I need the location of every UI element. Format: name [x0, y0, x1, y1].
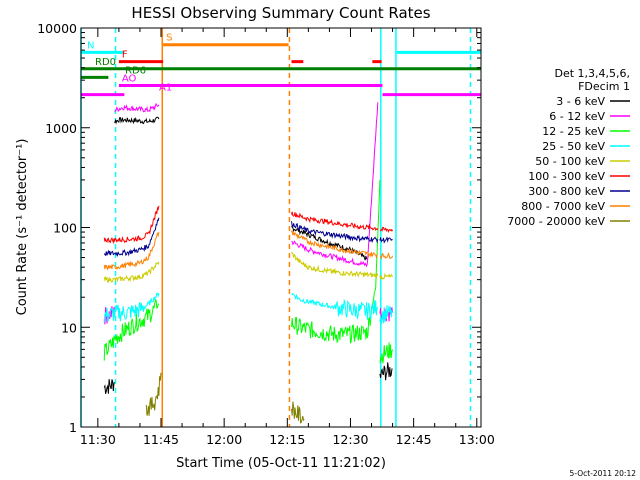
series-group — [103, 102, 394, 424]
series-100-300-kev — [103, 205, 394, 245]
series-line-300-800-kev — [103, 217, 160, 258]
x-tick-label: 13:00 — [459, 432, 495, 447]
x-tick-label: 12:15 — [269, 432, 305, 447]
series-300-800-kev — [103, 217, 393, 258]
x-tick-label: 11:45 — [143, 432, 179, 447]
state-bar-label-rd6: RD6 — [125, 65, 146, 76]
x-axis-label: Start Time (05-Oct-11 11:21:02) — [176, 456, 386, 471]
legend-label-12-25-kev: 12 - 25 keV — [542, 125, 605, 138]
axes-group: 11:30 11:45 12:00 12:15 12:30 12:45 13:00 1 10 10… — [37, 21, 495, 447]
x-tick-label: 11:30 — [80, 432, 116, 447]
series-line-12-25-kev — [379, 342, 394, 364]
legend-label-800-7000-kev: 800 - 7000 keV — [521, 200, 605, 213]
series-line-800-7000-kev — [291, 230, 378, 260]
chart-title: HESSI Observing Summary Count Rates — [131, 4, 430, 22]
legend-label-300-800-kev: 300 - 800 keV — [528, 185, 605, 198]
series-800-7000-kev — [103, 230, 394, 271]
series-25-50-kev — [103, 292, 394, 325]
series-line-3-6-kev — [379, 362, 393, 381]
series-line-800-7000-kev — [103, 231, 160, 271]
series-line-7000-20000-kev — [291, 401, 305, 424]
y-tick-label: 100 — [53, 221, 77, 236]
y-tick-label: 10000 — [37, 21, 77, 36]
state-bar-label-ao: AO — [122, 74, 137, 85]
series-line-50-100-kev — [103, 261, 160, 283]
legend-label-50-100-kev: 50 - 100 keV — [535, 155, 605, 168]
plot-frame — [80, 27, 482, 428]
state-bar-label-rd0: RD0 — [95, 57, 116, 68]
series-3-6-kev — [103, 116, 393, 394]
series-line-7000-20000-kev — [145, 372, 162, 416]
y-tick-label: 10 — [61, 320, 77, 335]
legend-label-6-12-kev: 6 - 12 keV — [549, 110, 605, 123]
series-line-25-50-kev — [379, 305, 394, 325]
legend-label-100-300-kev: 100 - 300 keV — [528, 170, 605, 183]
y-axis-label: Count Rate (s⁻¹ detector⁻¹) — [15, 139, 30, 316]
series-line-6-12-kev — [291, 102, 379, 268]
series-line-100-300-kev — [291, 211, 379, 232]
y-tick-label: 1000 — [45, 121, 77, 136]
legend: Det 1,3,4,5,6,FDecim 1 3 - 6 keV 6 - 12 ke… — [507, 67, 630, 228]
series-line-25-50-kev — [103, 292, 160, 323]
state-bar-label-n: N — [87, 40, 94, 51]
legend-label-25-50-kev: 25 - 50 keV — [542, 140, 605, 153]
state-bar-label-f: F — [122, 50, 128, 61]
state-bar-label-a1: A1 — [159, 83, 172, 94]
series-7000-20000-kev — [145, 372, 305, 424]
series-line-50-100-kev — [291, 251, 379, 278]
series-12-25-kev — [103, 179, 394, 364]
series-50-100-kev — [103, 251, 394, 283]
series-line-25-50-kev — [291, 292, 379, 320]
state-bar-label-s: S — [166, 33, 172, 44]
series-6-12-kev — [103, 102, 394, 325]
event-lines-group — [80, 28, 472, 427]
series-line-3-6-kev — [103, 379, 116, 394]
y-tick-label: 1 — [69, 420, 77, 435]
series-line-50-100-kev — [379, 272, 394, 280]
series-line-300-800-kev — [379, 236, 393, 244]
series-line-3-6-kev — [114, 116, 160, 125]
series-line-100-300-kev — [379, 226, 394, 233]
series-line-100-300-kev — [103, 205, 160, 245]
series-line-12-25-kev — [291, 179, 381, 344]
series-line-300-800-kev — [291, 221, 379, 244]
x-tick-label: 12:45 — [396, 432, 432, 447]
series-line-6-12-kev — [114, 102, 160, 113]
legend-label-7000-20000-kev: 7000 - 20000 keV — [507, 215, 605, 228]
legend-header-line: FDecim 1 — [578, 80, 630, 93]
legend-header-line: Det 1,3,4,5,6, — [554, 67, 630, 80]
x-tick-label: 12:30 — [332, 432, 368, 447]
series-line-800-7000-kev — [379, 252, 394, 260]
legend-label-3-6-kev: 3 - 6 keV — [556, 95, 605, 108]
series-line-12-25-kev — [103, 298, 159, 361]
footer-timestamp: 5-Oct-2011 20:12 — [570, 469, 637, 478]
x-tick-label: 12:00 — [206, 432, 242, 447]
